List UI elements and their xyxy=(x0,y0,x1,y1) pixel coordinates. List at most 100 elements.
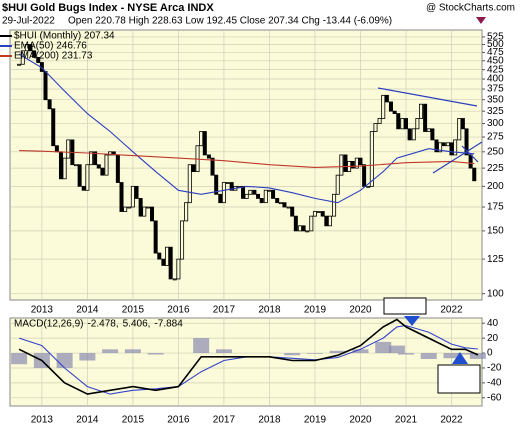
candle xyxy=(256,193,261,199)
candle xyxy=(267,189,272,192)
annotation-box xyxy=(437,364,481,394)
histogram-bar xyxy=(193,338,210,354)
candle xyxy=(373,123,378,132)
candle xyxy=(275,198,280,204)
y-tick-label: 40 xyxy=(487,318,499,329)
histogram-bar xyxy=(284,353,301,356)
histogram-bar xyxy=(469,353,486,359)
candle xyxy=(153,220,158,254)
y-tick-label: -60 xyxy=(487,392,502,403)
candle xyxy=(17,63,22,66)
histogram-bar xyxy=(124,349,141,354)
x-tick-label: 2018 xyxy=(258,305,281,316)
trend-line xyxy=(377,87,478,107)
candle xyxy=(241,185,246,199)
x-tick-label: 2014 xyxy=(76,305,99,316)
candle xyxy=(244,193,249,199)
candle xyxy=(335,174,340,195)
candle xyxy=(108,151,113,156)
candle xyxy=(362,164,367,187)
histogram-bar xyxy=(420,353,437,360)
candle xyxy=(381,94,386,119)
candle xyxy=(161,258,166,266)
candle xyxy=(423,103,428,132)
x-tick-label: 2020 xyxy=(349,415,372,426)
candle xyxy=(316,211,321,213)
candle xyxy=(464,128,469,156)
candle xyxy=(297,225,302,232)
histogram-bar xyxy=(397,353,414,355)
trend-line xyxy=(432,141,483,174)
candle xyxy=(54,145,59,153)
candle xyxy=(400,118,405,130)
arrow xyxy=(452,352,468,364)
y-tick-label: 20 xyxy=(487,333,499,344)
candle xyxy=(248,189,253,195)
histogram-bar xyxy=(352,349,369,354)
y-tick-label: 175 xyxy=(487,202,504,213)
candle xyxy=(460,118,465,130)
candle xyxy=(419,103,424,119)
y-tick-label: 250 xyxy=(487,146,504,157)
candle xyxy=(176,258,181,280)
candle xyxy=(100,167,105,176)
candle xyxy=(411,128,416,141)
histogram-bar xyxy=(11,353,28,365)
y-tick-label: 300 xyxy=(487,118,504,129)
candle xyxy=(305,230,310,233)
candle xyxy=(202,131,207,156)
candle xyxy=(85,164,90,191)
source: @ StockCharts.com xyxy=(426,3,515,14)
candle xyxy=(47,99,52,110)
legend-label: EMA(200) 231.73 xyxy=(14,51,93,62)
candle xyxy=(89,151,94,166)
histogram-bar xyxy=(388,345,405,354)
candle xyxy=(127,206,132,209)
y-tick-label: 325 xyxy=(487,106,504,117)
y-tick-label: 525 xyxy=(487,32,504,43)
candle xyxy=(142,206,147,217)
candle xyxy=(366,185,371,188)
candle xyxy=(145,206,150,209)
candle xyxy=(403,118,408,130)
plot-layer: 1001251501752002252502753003253503754004… xyxy=(0,30,504,426)
candle xyxy=(168,246,173,280)
candle xyxy=(77,164,82,187)
candle xyxy=(184,202,189,222)
line xyxy=(18,53,475,204)
candle xyxy=(221,182,226,204)
candle xyxy=(172,278,177,281)
candle xyxy=(324,215,329,227)
candle xyxy=(472,167,477,182)
x-tick-label: 2019 xyxy=(304,415,327,426)
histogram-bar xyxy=(329,350,346,354)
candle xyxy=(58,151,63,180)
x-tick-label: 2021 xyxy=(395,415,418,426)
histogram-bar xyxy=(215,349,232,354)
histogram-bar xyxy=(457,353,474,355)
candle xyxy=(225,182,230,184)
x-tick-label: 2020 xyxy=(349,305,372,316)
y-tick-label: 200 xyxy=(487,181,504,192)
candle xyxy=(210,157,215,176)
candle xyxy=(339,154,344,176)
y-tick-label: 450 xyxy=(487,55,504,66)
x-tick-label: 2022 xyxy=(440,415,463,426)
line xyxy=(19,150,475,168)
trend-line xyxy=(461,145,479,163)
candle xyxy=(191,164,196,172)
x-tick-label: 2018 xyxy=(258,415,281,426)
candle xyxy=(134,185,139,199)
date: 29-Jul-2022 xyxy=(2,16,55,27)
candle xyxy=(457,118,462,141)
x-tick-label: 2015 xyxy=(122,415,145,426)
candle xyxy=(32,50,37,58)
candle xyxy=(187,164,192,204)
candle xyxy=(229,182,234,191)
y-tick-label: 400 xyxy=(487,74,504,85)
candle xyxy=(43,71,48,101)
candle xyxy=(157,252,162,260)
candle xyxy=(293,215,298,232)
y-tick-label: -20 xyxy=(487,363,502,374)
